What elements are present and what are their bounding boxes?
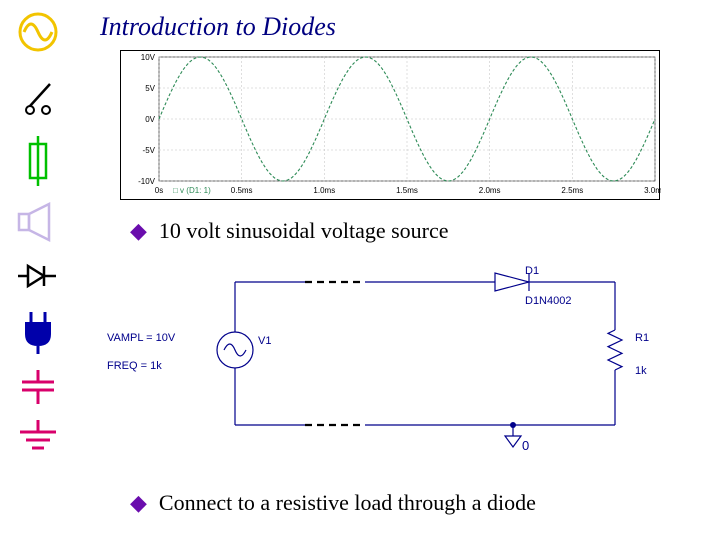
ground-icon: [16, 420, 60, 454]
bullet-text: Connect to a resistive load through a di…: [159, 490, 536, 516]
bullet-text: 10 volt sinusoidal voltage source: [159, 218, 449, 244]
label-freq: FREQ = 1k: [107, 360, 162, 372]
page-title: Introduction to Diodes: [100, 12, 336, 42]
circuit-diagram: D1 D1N4002 R1 1k V1 VAMPL = 10V FREQ = 1…: [95, 260, 665, 455]
svg-text:2.5ms: 2.5ms: [561, 186, 583, 195]
label-r1-val: 1k: [635, 365, 647, 377]
speaker-icon: [15, 202, 61, 242]
label-d1-type: D1N4002: [525, 295, 571, 307]
svg-text:0.5ms: 0.5ms: [231, 186, 253, 195]
bullet-icon: ◆: [130, 220, 147, 242]
svg-text:5V: 5V: [145, 84, 155, 93]
bullet-icon: ◆: [130, 492, 147, 514]
label-vampl: VAMPL = 10V: [107, 332, 175, 344]
sine-source-icon: [16, 10, 60, 54]
left-icon-strip: [8, 10, 68, 480]
svg-text:0s: 0s: [155, 186, 163, 195]
bullet-1: ◆ 10 volt sinusoidal voltage source: [130, 218, 449, 244]
svg-text:0V: 0V: [145, 115, 155, 124]
plug-icon: [21, 310, 55, 354]
svg-text:1.5ms: 1.5ms: [396, 186, 418, 195]
diode-icon: [16, 258, 60, 294]
fuse-icon: [26, 136, 50, 186]
label-d1: D1: [525, 265, 539, 277]
bullet-2: ◆ Connect to a resistive load through a …: [130, 490, 536, 516]
svg-text:□ v (D1: 1): □ v (D1: 1): [173, 186, 211, 195]
label-r1: R1: [635, 332, 649, 344]
svg-text:-5V: -5V: [143, 146, 156, 155]
svg-text:2.0ms: 2.0ms: [479, 186, 501, 195]
svg-text:10V: 10V: [141, 53, 156, 62]
svg-text:1.0ms: 1.0ms: [313, 186, 335, 195]
label-gnd: 0: [522, 438, 529, 453]
capacitor-icon: [16, 370, 60, 404]
switch-icon: [16, 70, 60, 120]
svg-text:3.0ms: 3.0ms: [644, 186, 661, 195]
label-v1: V1: [258, 335, 271, 347]
svg-text:-10V: -10V: [138, 177, 156, 186]
waveform-plot: 10V 5V 0V -5V -10V0s 0.5ms 1.0ms 1.5ms 2.0ms 2.5m…: [120, 50, 660, 200]
